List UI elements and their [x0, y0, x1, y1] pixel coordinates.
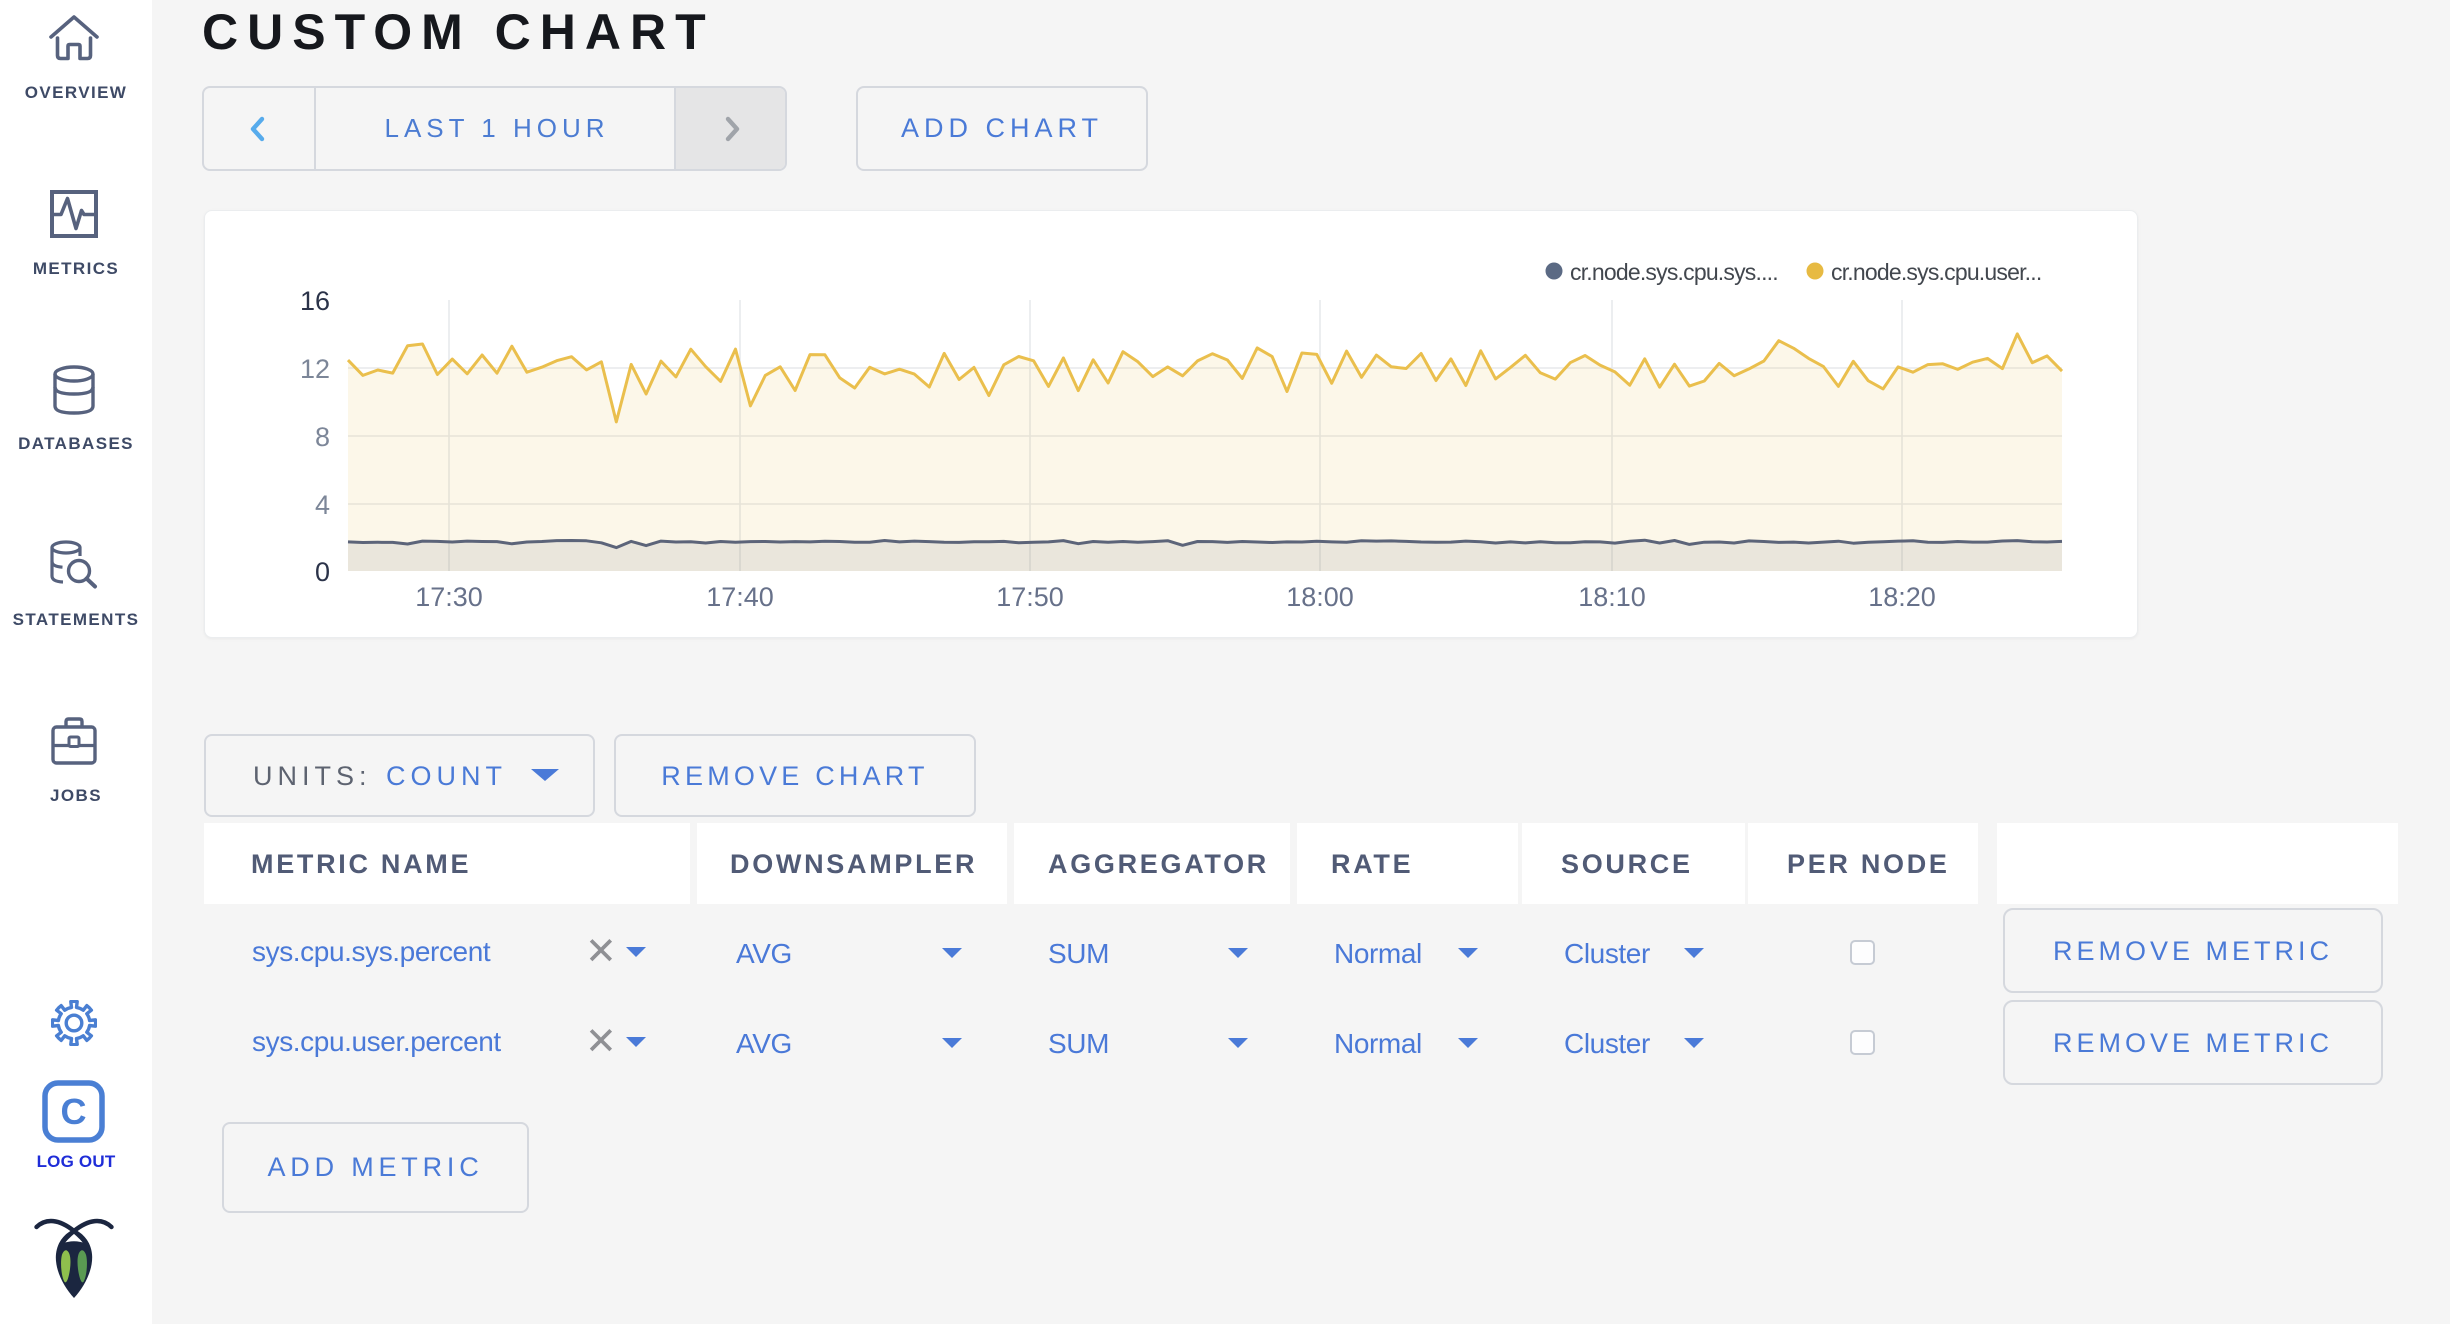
svg-text:17:50: 17:50 [996, 582, 1064, 612]
svg-text:cr.node.sys.cpu.user...: cr.node.sys.cpu.user... [1831, 259, 2041, 285]
svg-text:4: 4 [315, 490, 330, 520]
svg-text:cr.node.sys.cpu.sys....: cr.node.sys.cpu.sys.... [1570, 259, 1778, 285]
svg-text:18:10: 18:10 [1578, 582, 1646, 612]
svg-text:8: 8 [315, 422, 330, 452]
svg-text:18:00: 18:00 [1286, 582, 1354, 612]
svg-text:18:20: 18:20 [1868, 582, 1936, 612]
svg-text:17:30: 17:30 [415, 582, 483, 612]
svg-text:17:40: 17:40 [706, 582, 774, 612]
svg-text:0: 0 [315, 557, 330, 587]
svg-text:16: 16 [300, 286, 330, 316]
svg-text:12: 12 [300, 354, 330, 384]
svg-text:C: C [61, 1091, 87, 1132]
